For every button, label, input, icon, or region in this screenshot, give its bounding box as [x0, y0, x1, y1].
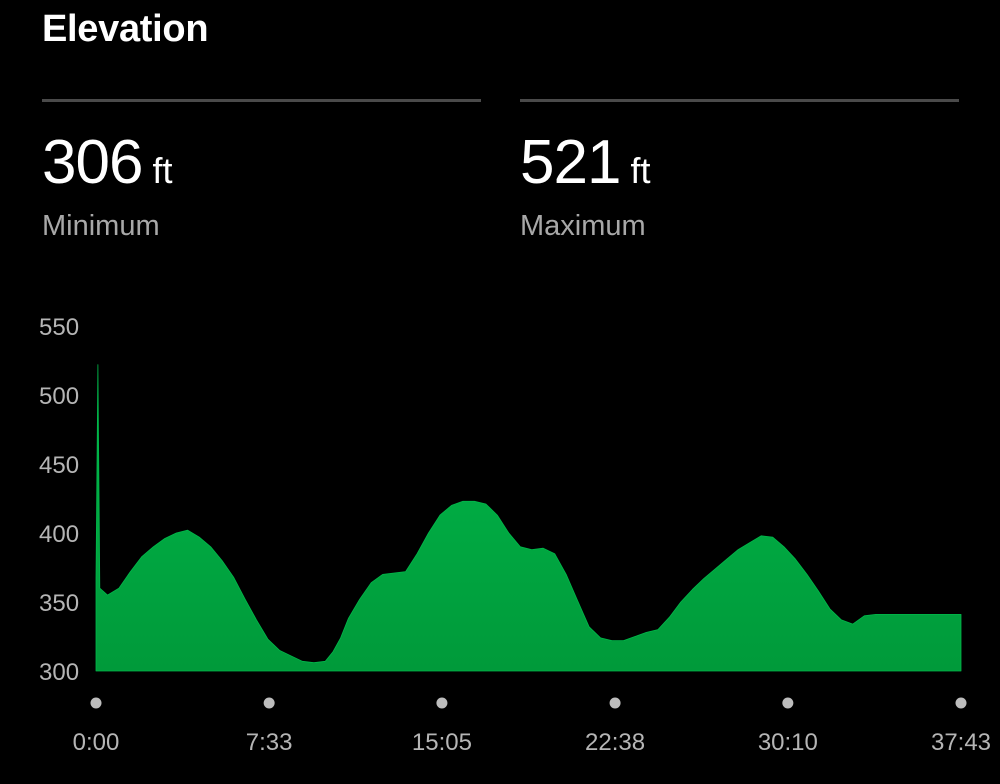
y-tick-label: 450 [39, 452, 79, 479]
x-tick-label: 0:00 [73, 729, 120, 756]
maximum-unit: ft [630, 150, 651, 191]
y-tick-label: 300 [39, 659, 79, 686]
maximum-stat: 521 ft Maximum [520, 99, 959, 243]
y-tick-label: 400 [39, 521, 79, 548]
x-tick-dot [782, 697, 794, 709]
page-title: Elevation [42, 8, 209, 50]
minimum-stat: 306 ft Minimum [42, 99, 481, 243]
x-tick-label: 15:05 [412, 729, 472, 756]
x-tick-dot [609, 697, 621, 709]
y-tick-label: 500 [39, 383, 79, 410]
elevation-chart: 550 500 450 400 350 300 0:00 7:33 15:05 22:38 30:… [39, 314, 991, 756]
x-tick-label: 30:10 [758, 729, 818, 756]
y-tick-label: 550 [39, 314, 79, 341]
maximum-label: Maximum [520, 210, 646, 242]
maximum-divider [520, 99, 959, 102]
x-tick-dot [436, 697, 448, 709]
y-tick-label: 350 [39, 590, 79, 617]
minimum-label: Minimum [42, 210, 160, 242]
x-tick-label: 7:33 [246, 729, 293, 756]
maximum-value: 521 [520, 128, 621, 197]
x-tick-dot [90, 697, 102, 709]
x-tick-dot [955, 697, 967, 709]
minimum-unit: ft [152, 150, 173, 191]
x-tick-label: 37:43 [931, 729, 991, 756]
minimum-divider [42, 99, 481, 102]
elevation-area-series [95, 364, 962, 672]
x-tick-label: 22:38 [585, 729, 645, 756]
minimum-value: 306 [42, 128, 143, 197]
x-tick-dot [263, 697, 275, 709]
